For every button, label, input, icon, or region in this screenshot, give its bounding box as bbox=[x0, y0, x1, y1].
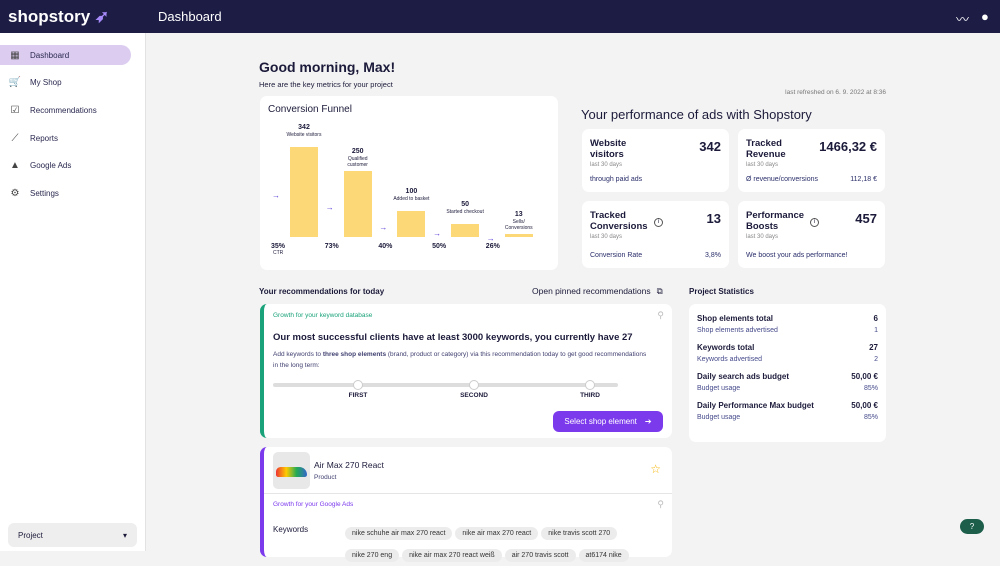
product-type: Product bbox=[314, 474, 337, 481]
progress-track bbox=[273, 383, 618, 387]
recommendation-category: Growth for your Google Ads bbox=[273, 501, 354, 508]
funnel-label: 250 Qualified customer bbox=[347, 148, 368, 169]
page-title: Dashboard bbox=[158, 9, 222, 24]
arrow-right-icon: → bbox=[272, 191, 280, 200]
pin-icon[interactable]: ⚲ bbox=[657, 310, 664, 320]
funnel-label: 50 Started checkout bbox=[446, 200, 484, 215]
sidebar-item-recommendations[interactable]: ☑ Recommendations bbox=[0, 100, 131, 120]
recommendation-category: Growth for your keyword database bbox=[273, 312, 373, 319]
arrow-right-icon: → bbox=[486, 234, 495, 244]
step-marker bbox=[353, 380, 363, 390]
caret-down-icon: ▾ bbox=[122, 531, 127, 540]
project-statistics-card: Shop elements total 6 Shop elements advert… bbox=[689, 304, 886, 442]
performance-card: Tracked Conversions i 13 last 30 days Conver… bbox=[582, 201, 729, 268]
step-label: THIRD bbox=[580, 392, 600, 399]
performance-card: Website visitors 342 last 30 days through p… bbox=[582, 129, 729, 192]
gear-icon: ⚙ bbox=[10, 188, 20, 199]
arrow-right-icon: → bbox=[433, 229, 442, 239]
subtitle: Here are the key metrics for your projec… bbox=[259, 80, 393, 89]
greeting: Good morning, Max! bbox=[259, 59, 396, 75]
product-image bbox=[273, 452, 310, 489]
funnel-bar bbox=[397, 210, 426, 237]
step-marker bbox=[585, 380, 595, 390]
product-recommendation-card: Air Max 270 React Product ☆ Growth for y… bbox=[260, 447, 672, 562]
product-name: Air Max 270 React bbox=[314, 460, 384, 470]
external-link-icon: ⧉ bbox=[656, 286, 663, 296]
help-button[interactable]: ? bbox=[960, 519, 984, 534]
funnel-rate: 35% CTR bbox=[271, 243, 286, 256]
funnel-rate: 50% bbox=[432, 243, 447, 250]
calendar-check-icon: ☑ bbox=[10, 104, 20, 116]
stat-subrow: Budget usage 85% bbox=[697, 414, 878, 421]
funnel-bar bbox=[343, 171, 372, 237]
info-icon[interactable]: i bbox=[654, 218, 663, 227]
sidebar-item-google-ads[interactable]: ▲ Google Ads bbox=[0, 156, 131, 176]
keywords-label: Keywords bbox=[273, 525, 309, 534]
trending-icon[interactable]: 〰 bbox=[956, 12, 970, 27]
stat-row: Daily Performance Max budget 50,00 € bbox=[697, 401, 878, 410]
performance-card: Performance Boosts i 457 last 30 days We boo… bbox=[738, 201, 885, 268]
sidebar: ▦ Dashboard 🛒 My Shop ☑ Recommendations ⟋ Repor… bbox=[0, 33, 146, 551]
performance-card: Tracked Revenue 1466,32 € last 30 days Ø re… bbox=[738, 129, 885, 192]
recommendation-headline: Our most successful clients have at leas… bbox=[273, 332, 633, 343]
funnel-rate: 73% bbox=[324, 243, 339, 250]
keyword-chip[interactable]: nike air max 270 react bbox=[455, 527, 539, 540]
stat-row: Keywords total 27 bbox=[697, 343, 878, 352]
keyword-recommendation-card: Growth for your keyword database ⚲ Our m… bbox=[260, 304, 672, 438]
select-shop-element-button[interactable]: Select shop element ➔ bbox=[553, 411, 663, 432]
pin-icon[interactable]: ⚲ bbox=[657, 499, 664, 509]
funnel-label: 342 Website visitors bbox=[286, 124, 322, 138]
arrow-right-icon: → bbox=[325, 203, 334, 213]
stat-row: Daily search ads budget 50,00 € bbox=[697, 372, 878, 381]
step-marker bbox=[469, 380, 479, 390]
funnel-bar bbox=[504, 233, 533, 237]
sidebar-item-dashboard[interactable]: ▦ Dashboard bbox=[0, 45, 131, 65]
stat-subrow: Budget usage 85% bbox=[697, 385, 878, 392]
cart-icon: 🛒 bbox=[8, 77, 22, 89]
top-bar: shopstory ➶ Dashboard 〰 ● bbox=[0, 0, 1000, 33]
dashboard-icon: ▦ bbox=[10, 49, 20, 61]
funnel-title: Conversion Funnel bbox=[268, 104, 352, 115]
account-icon[interactable]: ● bbox=[981, 9, 989, 24]
star-icon[interactable]: ☆ bbox=[650, 462, 661, 476]
rocket-icon: ➶ bbox=[94, 7, 110, 26]
sidebar-item-reports[interactable]: ⟋ Reports bbox=[0, 128, 131, 148]
keyword-chip[interactable]: nike schuhe air max 270 react bbox=[345, 527, 453, 540]
funnel-bar bbox=[451, 223, 480, 237]
arrow-right-icon: → bbox=[379, 222, 388, 232]
funnel-label: 100 Added to basket bbox=[393, 187, 430, 202]
keyword-chip[interactable]: nike travis scott 270 bbox=[541, 527, 618, 540]
sidebar-item-settings[interactable]: ⚙ Settings bbox=[0, 184, 131, 204]
recommendations-title: Your recommendations for today bbox=[259, 287, 385, 296]
logo[interactable]: shopstory ➶ bbox=[8, 7, 110, 26]
step-label: FIRST bbox=[348, 392, 368, 399]
conversion-funnel-card: Conversion Funnel 342 Website visitors → 35… bbox=[260, 96, 558, 270]
open-pinned-link[interactable]: Open pinned recommendations ⧉ bbox=[532, 286, 663, 296]
stat-row: Shop elements total 6 bbox=[697, 314, 878, 323]
arrow-right-icon: ➔ bbox=[644, 417, 652, 426]
funnel-rate: 26% bbox=[485, 243, 500, 250]
stat-subrow: Shop elements advertised 1 bbox=[697, 327, 878, 334]
recommendation-description: Add keywords to three shop elements (bra… bbox=[273, 351, 647, 369]
info-icon[interactable]: i bbox=[810, 218, 819, 227]
project-select[interactable]: Project ▾ bbox=[8, 523, 137, 547]
step-label: SECOND bbox=[460, 392, 488, 399]
chart-line-icon: ⟋ bbox=[11, 132, 19, 144]
funnel-rate: 40% bbox=[378, 243, 393, 250]
stats-title: Project Statistics bbox=[689, 287, 754, 296]
divider bbox=[264, 493, 672, 494]
stat-subrow: Keywords advertised 2 bbox=[697, 356, 878, 363]
google-ads-icon: ▲ bbox=[10, 160, 20, 172]
funnel-label: 13 Sells/ Conversions bbox=[504, 210, 533, 231]
sidebar-item-my-shop[interactable]: 🛒 My Shop bbox=[0, 73, 131, 93]
performance-title: Your performance of ads with Shopstory bbox=[581, 107, 812, 122]
funnel-bar bbox=[290, 147, 318, 237]
last-refreshed: last refreshed on 6. 9. 2022 at 8:36 bbox=[785, 89, 886, 96]
